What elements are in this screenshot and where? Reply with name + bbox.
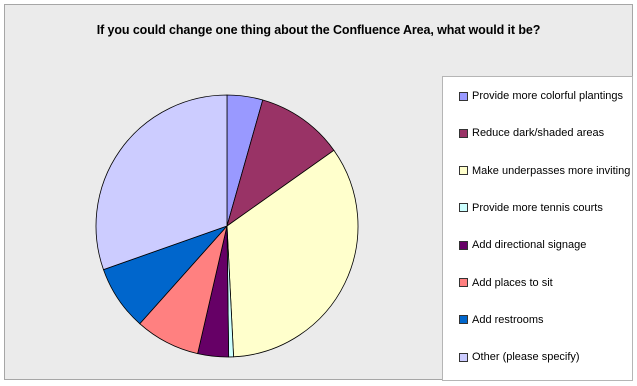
legend-label: Provide more tennis courts [472, 201, 603, 214]
legend-swatch [459, 278, 468, 287]
legend-swatch [459, 91, 468, 101]
legend-swatch [459, 315, 468, 325]
legend-item: Make underpasses more inviting [459, 164, 630, 178]
legend-swatch [459, 203, 468, 213]
chart-legend: Provide more colorful plantings Reduce da… [442, 76, 633, 381]
legend-item: Add directional signage [459, 238, 586, 252]
legend-item: Provide more colorful plantings [459, 89, 623, 103]
legend-swatch [459, 166, 468, 176]
legend-item: Reduce dark/shaded areas [459, 126, 604, 140]
pie-chart [95, 94, 359, 358]
legend-label: Add restrooms [472, 313, 544, 326]
legend-label: Add directional signage [472, 239, 587, 252]
pie-slice-3 [226, 149, 359, 358]
legend-swatch [459, 240, 468, 250]
pie-slice-2 [226, 99, 335, 227]
legend-item: Add restrooms [459, 313, 544, 327]
legend-label: Reduce dark/shaded areas [472, 127, 605, 140]
legend-item: Other (please specify) [459, 350, 580, 364]
legend-swatch [459, 128, 468, 138]
chart-area: If you could change one thing about the … [4, 4, 633, 381]
legend-label: Provide more colorful plantings [472, 90, 624, 102]
legend-item: Add places to sit [459, 276, 553, 290]
chart-title: If you could change one thing about the … [96, 23, 541, 37]
pie-slice-8 [95, 94, 228, 270]
legend-swatch [459, 352, 468, 362]
legend-label: Other (please specify) [472, 351, 580, 364]
legend-label: Make underpasses more inviting [472, 164, 631, 177]
legend-item: Provide more tennis courts [459, 201, 603, 215]
legend-label: Add places to sit [472, 276, 553, 289]
